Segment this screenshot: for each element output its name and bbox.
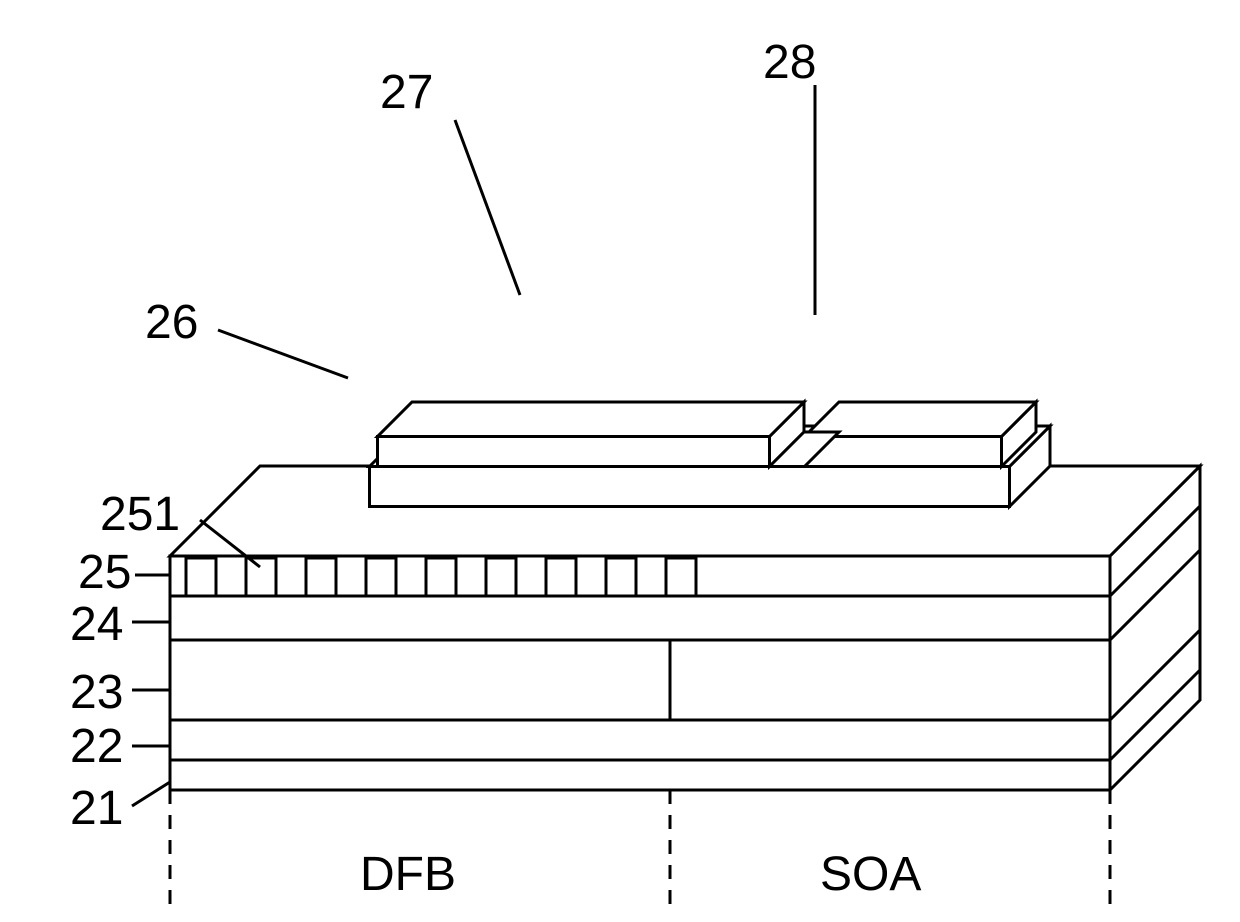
svg-text:27: 27 <box>380 66 433 119</box>
svg-text:24: 24 <box>70 598 123 651</box>
svg-text:DFB: DFB <box>360 848 456 901</box>
svg-text:26: 26 <box>145 296 198 349</box>
svg-text:23: 23 <box>70 666 123 719</box>
svg-text:22: 22 <box>70 720 123 773</box>
svg-text:21: 21 <box>70 782 123 835</box>
svg-text:28: 28 <box>763 36 816 89</box>
svg-text:25: 25 <box>78 546 131 599</box>
svg-text:SOA: SOA <box>820 848 921 901</box>
svg-text:251: 251 <box>100 488 180 541</box>
